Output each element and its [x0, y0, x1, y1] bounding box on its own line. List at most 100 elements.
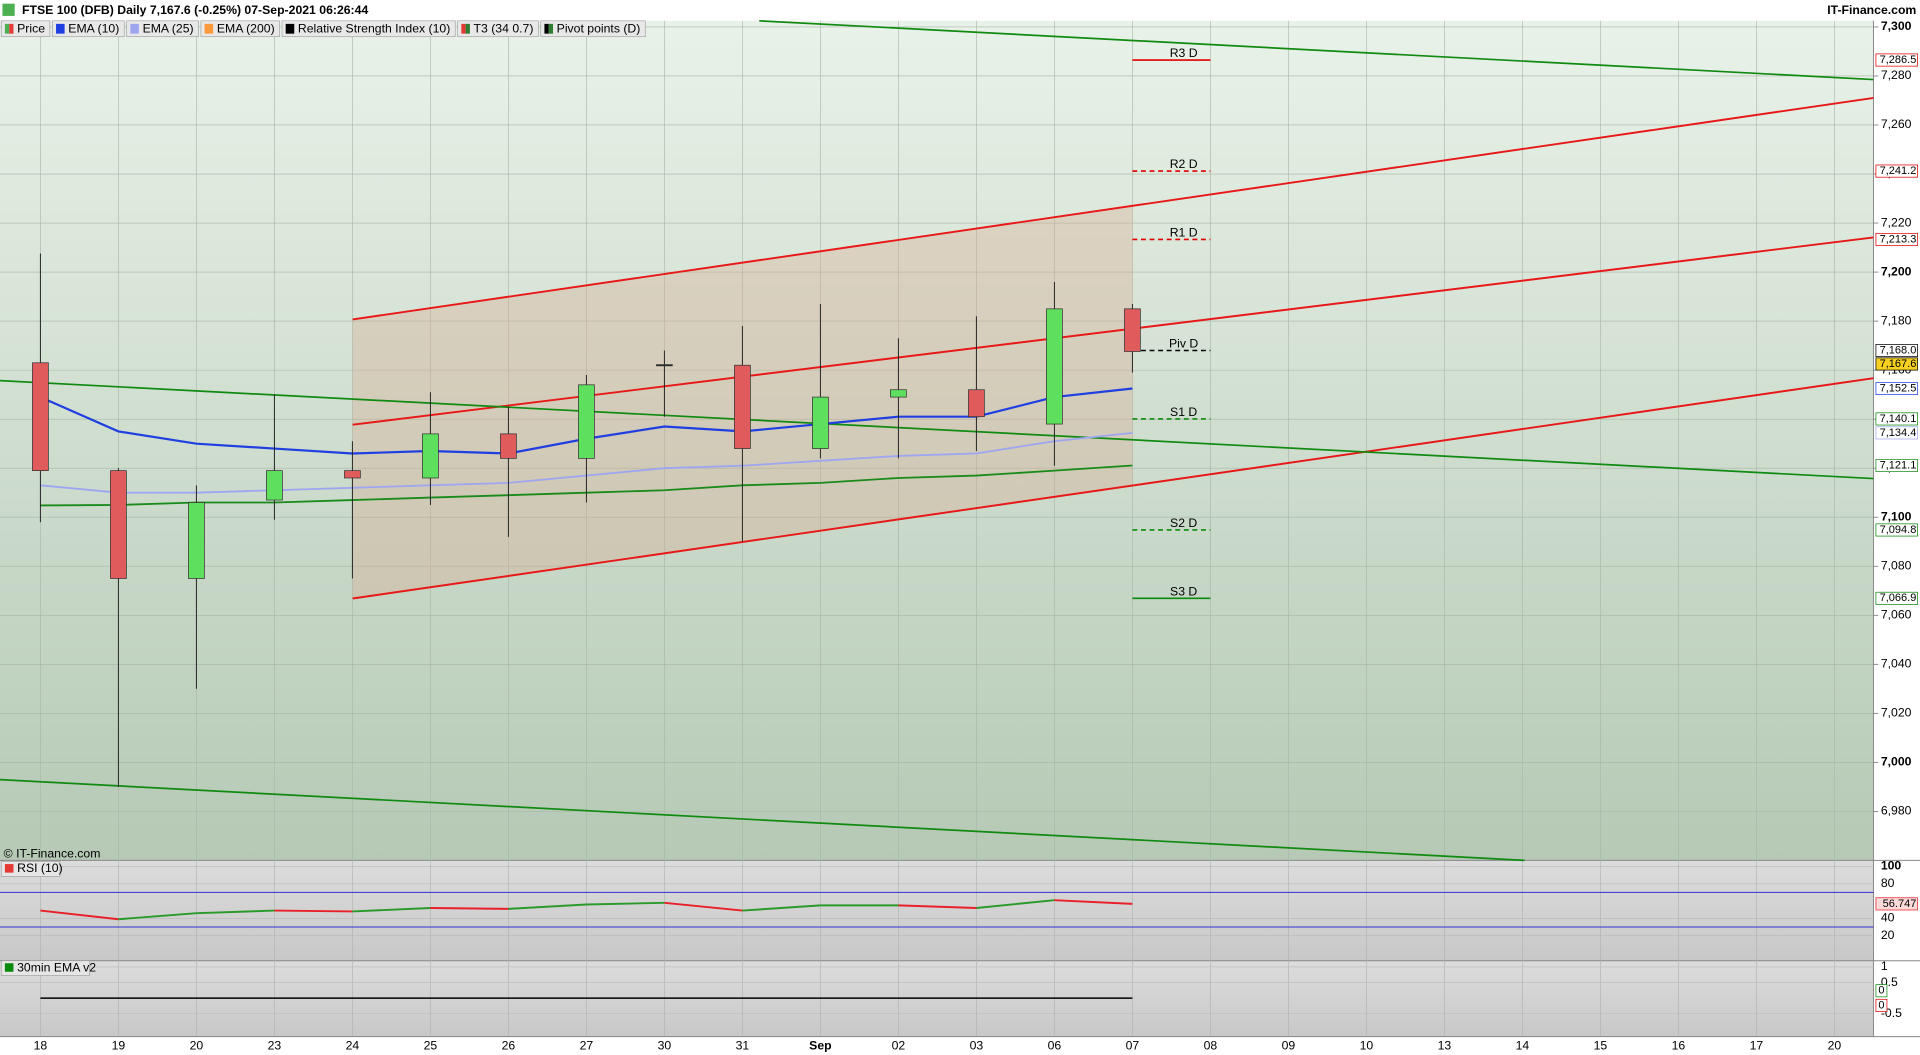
pivot-label: R3 D	[1170, 46, 1198, 60]
axis-value-box	[1875, 164, 1918, 178]
legend-label: T3 (34 0.7)	[474, 22, 534, 36]
x-tick-label: 15	[1594, 1039, 1608, 1053]
trend-line	[0, 379, 1874, 480]
panel-label-box	[0, 861, 61, 877]
candle-body	[344, 470, 361, 479]
axis-value-label: 7,066.9	[1880, 592, 1917, 604]
y-tick-label: 7,220	[1881, 215, 1912, 229]
legend-swatch	[204, 23, 214, 34]
candle-body	[656, 364, 673, 367]
chart-title: FTSE 100 (DFB) Daily 7,167.6 (-0.25%) 07…	[22, 3, 368, 17]
x-tick-label: 19	[112, 1039, 126, 1053]
candle-body	[266, 470, 283, 501]
legend-swatch	[130, 23, 139, 34]
x-tick-label: 09	[1282, 1039, 1296, 1053]
legend-swatch	[9, 23, 14, 34]
rsi-line	[1054, 899, 1133, 905]
axis-value-label: 7,241.2	[1880, 165, 1917, 177]
axis-value-box	[1875, 591, 1918, 605]
y-tick-label: 7,020	[1881, 706, 1912, 720]
x-tick-label: 07	[1126, 1039, 1140, 1053]
candle-body	[812, 396, 829, 449]
legend-label: EMA (25)	[143, 22, 194, 36]
axis-value-label: 7,140.1	[1880, 413, 1917, 425]
axis-value-label: 7,121.1	[1880, 459, 1917, 471]
x-tick-label: 08	[1204, 1039, 1218, 1053]
rsi-tick-label: 40	[1881, 911, 1895, 925]
x-tick-label: 18	[34, 1039, 48, 1053]
panel-title: RSI (10)	[17, 861, 63, 875]
y-tick-label: 7,180	[1881, 313, 1912, 327]
legend-box	[281, 20, 456, 38]
pivot-label: S1 D	[1170, 405, 1197, 419]
axis-value-box	[1875, 412, 1918, 426]
axis-value-box	[1875, 897, 1918, 911]
x-tick-label: 16	[1672, 1039, 1686, 1053]
source: IT-Finance.com	[1827, 3, 1916, 17]
x-tick-label: 17	[1750, 1039, 1764, 1053]
legend-swatch	[465, 23, 470, 34]
x-tick-label: 27	[580, 1039, 594, 1053]
trend-line	[352, 236, 1874, 426]
y-tick-label: 7,280	[1881, 68, 1912, 82]
rsi-line	[586, 901, 665, 906]
panel-label-box	[0, 960, 90, 976]
x-tick-label: 03	[970, 1039, 984, 1053]
y-tick-label: 7,300	[1881, 19, 1912, 33]
rsi-tick-label: 80	[1881, 876, 1895, 890]
y-tick-label: 7,100	[1881, 509, 1912, 523]
legend-swatch	[56, 23, 65, 34]
pivot-label: R2 D	[1170, 157, 1198, 171]
x-tick-label: 14	[1516, 1039, 1530, 1053]
legend-box	[52, 20, 125, 38]
x-tick-label: 13	[1438, 1039, 1452, 1053]
axis-value-label: 7,134.4	[1880, 427, 1917, 439]
legend-label: EMA (10)	[68, 22, 119, 36]
trend-line	[0, 778, 1525, 862]
candle-body	[110, 470, 127, 579]
y-tick-label: 7,260	[1881, 117, 1912, 131]
legend-box	[126, 20, 199, 38]
y-tick-label: 7,200	[1881, 264, 1912, 278]
pivot-label: R1 D	[1170, 226, 1198, 240]
candle-body	[890, 389, 907, 398]
axis-value-box	[1875, 357, 1918, 371]
rsi-line	[274, 909, 353, 913]
x-tick-label: Sep	[809, 1039, 831, 1053]
y-tick-label: 7,040	[1881, 657, 1912, 671]
x-tick-label: 02	[892, 1039, 906, 1053]
x-tick-label: 06	[1048, 1039, 1062, 1053]
x-tick-label: 23	[268, 1039, 282, 1053]
legend-box	[200, 20, 280, 38]
axis-value-label: 0	[1878, 985, 1884, 997]
price-panel	[0, 20, 1874, 861]
legend-swatch	[4, 23, 10, 34]
axis-value-box	[1875, 984, 1888, 998]
axis-value-label: 7,094.8	[1880, 524, 1917, 536]
rsi-line	[352, 907, 431, 913]
x-tick-label: 25	[424, 1039, 438, 1053]
y-tick-label: 7,060	[1881, 607, 1912, 621]
trend-line	[352, 377, 1874, 600]
panel-title: 30min EMA v2	[17, 960, 96, 974]
x-tick-label: 20	[1828, 1039, 1842, 1053]
axis-value-box	[1875, 53, 1918, 67]
candle-body	[1124, 308, 1141, 352]
legend-label: Price	[17, 22, 45, 36]
rsi-line	[898, 904, 977, 909]
rsi-line	[508, 903, 587, 910]
axis-value-label: 7,167.6	[1880, 358, 1917, 370]
x-tick-label: 31	[736, 1039, 750, 1053]
rsi-tick-label: 100	[1881, 859, 1902, 873]
axis-value-label: 7,286.5	[1880, 54, 1917, 66]
panel-swatch	[4, 963, 14, 972]
legend-swatch	[285, 23, 295, 34]
legend-swatch	[548, 23, 554, 34]
x-tick-label: 20	[190, 1039, 204, 1053]
x-tick-label: 30	[658, 1039, 672, 1053]
copyright: © IT-Finance.com	[4, 847, 101, 861]
axis-value-box	[1875, 998, 1888, 1012]
candle-body	[1046, 308, 1063, 425]
